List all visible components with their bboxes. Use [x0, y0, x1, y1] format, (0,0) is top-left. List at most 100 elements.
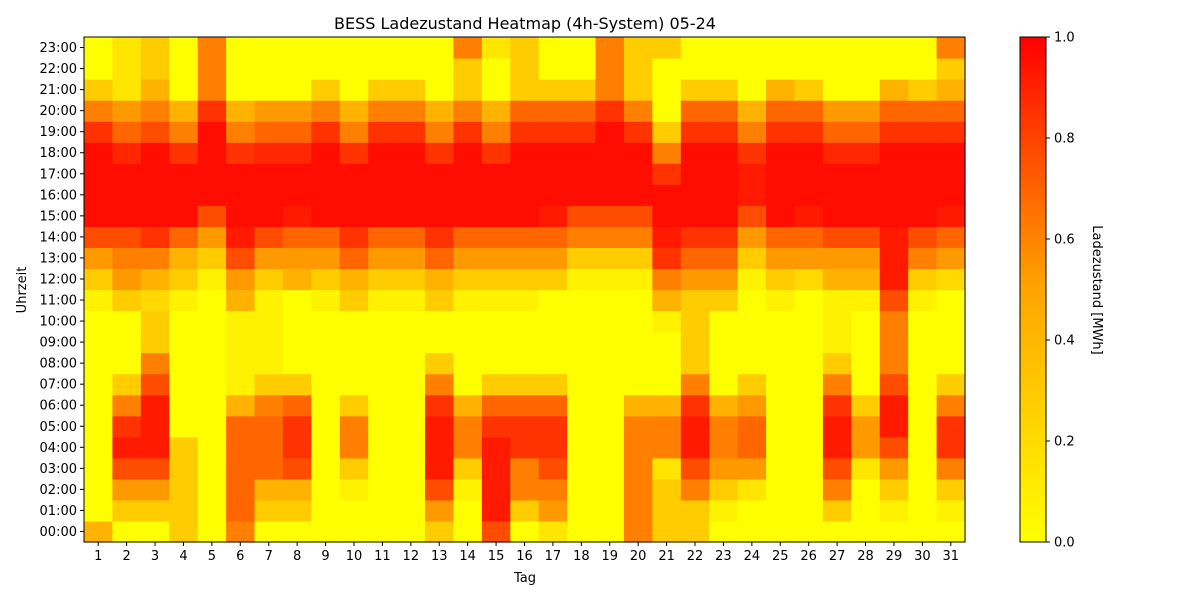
- heatmap-cell: [453, 79, 483, 101]
- heatmap-cell: [822, 226, 852, 249]
- heatmap-cell: [254, 37, 284, 59]
- heatmap-cell: [226, 226, 256, 249]
- heatmap-cell: [737, 268, 767, 291]
- heatmap-cell: [453, 331, 483, 354]
- heatmap-cell: [623, 436, 653, 459]
- heatmap-cell: [567, 436, 597, 459]
- heatmap-cell: [567, 226, 597, 249]
- heatmap-cell: [567, 310, 597, 333]
- heatmap-cell: [538, 436, 568, 459]
- heatmap-cell: [282, 268, 312, 291]
- heatmap-cell: [822, 331, 852, 354]
- heatmap-cell: [623, 142, 653, 164]
- heatmap-cell: [851, 100, 881, 122]
- heatmap-cell: [140, 226, 170, 249]
- y-tick-label: 16:00: [40, 188, 77, 203]
- heatmap-cell: [481, 205, 511, 227]
- heatmap-cell: [851, 436, 881, 459]
- y-tick-label: 11:00: [40, 294, 77, 309]
- heatmap-cell: [510, 163, 540, 185]
- heatmap-cell: [339, 58, 369, 80]
- heatmap-cell: [709, 289, 739, 312]
- heatmap-cell: [737, 37, 767, 59]
- heatmap-cell: [680, 142, 710, 164]
- heatmap-cell: [339, 478, 369, 501]
- heatmap-cell: [510, 394, 540, 417]
- heatmap-cell: [169, 520, 199, 543]
- heatmap-cell: [453, 415, 483, 438]
- heatmap-cell: [226, 184, 256, 206]
- heatmap-cell: [311, 58, 341, 80]
- x-tick-label: 22: [687, 549, 704, 564]
- heatmap-cell: [538, 226, 568, 249]
- heatmap-cell: [84, 415, 114, 438]
- heatmap-cell: [140, 394, 170, 417]
- heatmap-cell: [936, 79, 966, 101]
- heatmap-cell: [311, 352, 341, 375]
- heatmap-cell: [84, 289, 114, 312]
- heatmap-cell: [197, 478, 227, 501]
- heatmap-cell: [396, 121, 426, 143]
- heatmap-cell: [538, 415, 568, 438]
- heatmap-cell: [339, 289, 369, 312]
- heatmap-cell: [396, 163, 426, 185]
- x-tick-label: 24: [744, 549, 761, 564]
- heatmap-cell: [226, 37, 256, 59]
- heatmap-cell: [453, 247, 483, 270]
- heatmap-cell: [794, 457, 824, 480]
- heatmap-cell: [169, 58, 199, 80]
- heatmap-cell: [822, 436, 852, 459]
- heatmap-cell: [936, 289, 966, 312]
- heatmap-cell: [169, 37, 199, 59]
- heatmap-cell: [709, 394, 739, 417]
- heatmap-cell: [510, 289, 540, 312]
- heatmap-cell: [169, 457, 199, 480]
- heatmap-cell: [254, 142, 284, 164]
- heatmap-cell: [396, 100, 426, 122]
- heatmap-cell: [226, 58, 256, 80]
- heatmap-cell: [709, 373, 739, 396]
- heatmap-cell: [311, 457, 341, 480]
- heatmap-cell: [908, 58, 938, 80]
- y-tick-label: 02:00: [40, 483, 77, 498]
- heatmap-cell: [851, 499, 881, 522]
- heatmap-cell: [538, 163, 568, 185]
- heatmap-cell: [481, 37, 511, 59]
- heatmap-cell: [339, 373, 369, 396]
- heatmap-cell: [822, 100, 852, 122]
- heatmap-cell: [595, 478, 625, 501]
- heatmap-cell: [140, 373, 170, 396]
- heatmap-cell: [510, 79, 540, 101]
- heatmap-cell: [737, 394, 767, 417]
- heatmap-cell: [936, 58, 966, 80]
- heatmap-cell: [538, 247, 568, 270]
- heatmap-cell: [368, 184, 398, 206]
- heatmap-cell: [112, 142, 142, 164]
- heatmap-cell: [538, 142, 568, 164]
- heatmap-cell: [140, 37, 170, 59]
- heatmap-cell: [453, 163, 483, 185]
- heatmap-cell: [197, 58, 227, 80]
- heatmap-cell: [169, 352, 199, 375]
- heatmap-cell: [396, 520, 426, 543]
- x-tick-label: 20: [630, 549, 647, 564]
- y-tick-label: 01:00: [40, 504, 77, 519]
- heatmap-cell: [311, 394, 341, 417]
- heatmap-cell: [652, 478, 682, 501]
- heatmap-cell: [339, 268, 369, 291]
- heatmap-cell: [652, 58, 682, 80]
- heatmap-cell: [453, 205, 483, 227]
- heatmap-cell: [453, 58, 483, 80]
- heatmap-cell: [197, 268, 227, 291]
- y-tick-label: 00:00: [40, 525, 77, 540]
- heatmap-cell: [936, 163, 966, 185]
- heatmap-cell: [226, 289, 256, 312]
- heatmap-cell: [84, 100, 114, 122]
- heatmap-cell: [709, 37, 739, 59]
- heatmap-cell: [481, 268, 511, 291]
- heatmap-cell: [226, 79, 256, 101]
- heatmap-cell: [197, 37, 227, 59]
- heatmap-cell: [737, 499, 767, 522]
- heatmap-cell: [112, 100, 142, 122]
- heatmap-cell: [368, 415, 398, 438]
